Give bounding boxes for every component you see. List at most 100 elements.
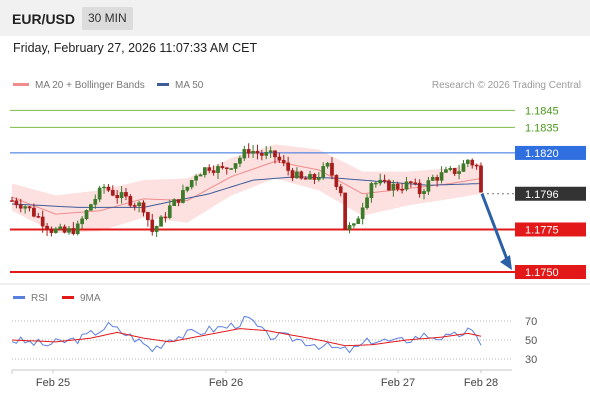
level-label-1.1845: 1.1845 bbox=[525, 105, 559, 117]
candle-body bbox=[439, 172, 444, 181]
timeframe-button[interactable]: 30 MIN bbox=[82, 7, 133, 30]
candles-group bbox=[10, 143, 483, 238]
candle-body bbox=[97, 187, 102, 200]
candle-body bbox=[203, 167, 207, 176]
time-tick-label: Feb 25 bbox=[36, 377, 70, 389]
candle-body bbox=[159, 216, 163, 227]
candle-body bbox=[330, 162, 334, 176]
candle-body bbox=[325, 162, 330, 167]
candle-body bbox=[422, 191, 426, 194]
candle-body bbox=[242, 149, 247, 159]
candle-body bbox=[299, 171, 304, 179]
candle-body bbox=[40, 216, 45, 227]
candle-body bbox=[119, 192, 124, 199]
candle-body bbox=[259, 153, 264, 156]
candle-body bbox=[435, 177, 440, 181]
candle-body bbox=[448, 167, 453, 170]
level-label-1.1835: 1.1835 bbox=[525, 122, 559, 134]
candle-body bbox=[281, 160, 286, 164]
candle-body bbox=[365, 197, 369, 209]
candle-body bbox=[32, 207, 36, 217]
ma20-swatch bbox=[13, 82, 29, 86]
candle-body bbox=[316, 176, 321, 180]
candle-body bbox=[382, 179, 387, 182]
rsi-tick-50: 50 bbox=[525, 335, 537, 347]
legend-ma50: MA 50 bbox=[157, 80, 203, 91]
candle-body bbox=[470, 159, 475, 166]
candle-body bbox=[27, 206, 32, 209]
candle-body bbox=[444, 169, 448, 173]
header-bar: EUR/USD 30 MIN bbox=[0, 0, 590, 36]
candle-body bbox=[224, 167, 229, 169]
candle-body bbox=[387, 180, 391, 191]
candle-body bbox=[10, 200, 14, 202]
candle-body bbox=[395, 183, 400, 190]
rsi-ma-line bbox=[11, 328, 482, 347]
level-label-1.1796: 1.1796 bbox=[525, 189, 559, 201]
rsi-ma-swatch bbox=[62, 295, 74, 299]
candle-body bbox=[181, 190, 185, 203]
legend-rsi: RSI bbox=[13, 293, 48, 304]
level-tag-1.1750 bbox=[515, 265, 586, 279]
candle-body bbox=[251, 150, 255, 154]
candle-body bbox=[290, 170, 295, 179]
candle-body bbox=[49, 229, 54, 233]
legend-ma20: MA 20 + Bollinger Bands bbox=[13, 80, 145, 91]
candle-body bbox=[334, 175, 339, 187]
candle-body bbox=[216, 166, 220, 173]
candle-body bbox=[360, 207, 365, 219]
time-tick-label: Feb 26 bbox=[209, 377, 243, 389]
level-label-1.1775: 1.1775 bbox=[525, 224, 559, 236]
candle-body bbox=[220, 166, 225, 168]
candle-body bbox=[167, 205, 172, 218]
level-label-1.1750: 1.1750 bbox=[525, 267, 559, 279]
candle-body bbox=[198, 174, 203, 177]
level-label-1.1820: 1.1820 bbox=[525, 148, 559, 160]
candle-body bbox=[132, 205, 137, 207]
candle-body bbox=[417, 182, 422, 194]
candle-body bbox=[67, 228, 71, 233]
candle-body bbox=[277, 156, 282, 161]
candle-body bbox=[264, 152, 269, 156]
candle-body bbox=[176, 199, 181, 203]
candle-body bbox=[93, 198, 98, 205]
candle-body bbox=[430, 177, 435, 181]
candle-body bbox=[229, 168, 234, 170]
candle-body bbox=[474, 164, 479, 167]
candle-body bbox=[233, 163, 238, 169]
candle-body bbox=[172, 199, 177, 206]
legend-rsi-ma-label: 9MA bbox=[80, 293, 101, 304]
candle-body bbox=[426, 180, 431, 192]
candle-body bbox=[110, 190, 115, 196]
candle-body bbox=[400, 188, 404, 191]
candle-body bbox=[295, 171, 299, 179]
candle-body bbox=[36, 216, 41, 218]
candle-body bbox=[286, 162, 290, 171]
candle-body bbox=[378, 179, 383, 184]
candle-body bbox=[102, 186, 106, 189]
candle-body bbox=[106, 186, 111, 191]
candle-body bbox=[457, 171, 461, 174]
candle-body bbox=[194, 175, 198, 181]
candle-body bbox=[53, 228, 58, 233]
level-tag-1.1796 bbox=[515, 186, 586, 201]
candle-body bbox=[321, 166, 326, 178]
candle-body bbox=[461, 163, 466, 172]
level-tag-1.1775 bbox=[515, 222, 586, 237]
candle-body bbox=[308, 174, 312, 180]
candle-body bbox=[128, 196, 133, 206]
ma50-swatch bbox=[157, 82, 169, 86]
candle-body bbox=[268, 150, 273, 153]
candle-body bbox=[373, 182, 378, 185]
candle-body bbox=[409, 181, 413, 183]
rsi-swatch bbox=[13, 295, 25, 299]
candle-body bbox=[207, 167, 212, 171]
time-tick-label: Feb 27 bbox=[381, 377, 415, 389]
candle-body bbox=[479, 165, 483, 193]
legend-ma20-label: MA 20 + Bollinger Bands bbox=[35, 80, 145, 91]
rsi-tick-30: 30 bbox=[525, 354, 537, 366]
candle-body bbox=[238, 157, 242, 164]
candle-body bbox=[163, 216, 168, 219]
timestamp: Friday, February 27, 2026 11:07:33 AM CE… bbox=[13, 41, 258, 55]
candle-body bbox=[369, 183, 374, 198]
